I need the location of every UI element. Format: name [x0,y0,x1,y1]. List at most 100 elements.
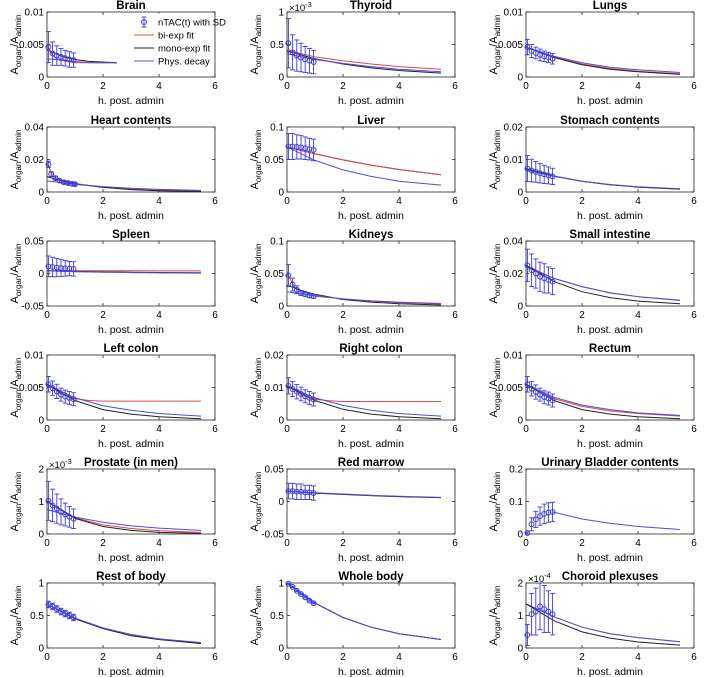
x-axis-label: h. post. admin [338,438,404,450]
subplot-prostate-in-men-: Prostate (in men) 0 2 4 6 0 1 2 ×10-3 h. post. ad… [9,457,218,564]
data-point [549,55,556,62]
x-tick-label: 6 [452,196,458,207]
y-axis-label: Aorgan/Aadmin [488,129,502,189]
data-point [45,381,52,388]
x-tick-label: 4 [156,310,162,321]
x-tick-label: 4 [396,424,402,435]
data-point [524,262,531,269]
plot-area [46,468,216,535]
x-tick-label: 6 [212,652,218,663]
y-tick-label: 2 [517,579,523,590]
x-tick-label: 4 [635,424,641,435]
data-point [70,396,77,403]
data-point [293,488,300,495]
data-point [66,56,73,63]
series-line-mono [46,383,202,420]
data-point [306,292,313,299]
data-point [285,580,292,587]
data-point [66,265,73,272]
y-axis-label: Aorgan/Aadmin [249,471,263,531]
y-tick-label: 0.02 [25,155,45,166]
subplot-whole-body: Whole body 0 2 4 6 0 0.5 1 h. post. admin Aorgan/… [249,571,458,677]
y-tick-label: 0.1 [270,237,284,248]
series-line-mono [525,603,681,646]
series-line-mono [46,176,202,192]
data-point [310,293,317,300]
subplot-title: Kidneys [349,229,394,241]
subplot-kidneys: Kidneys 0 2 4 6 0 0.05 0.1 h. post. admin Aorgan/… [249,229,458,336]
data-point [549,173,556,180]
x-tick-label: 2 [340,652,346,663]
y-tick-label: 0.005 [19,383,44,394]
subplot-left-colon: Left colon 0 2 4 6 0 0.005 0.01 h. post. admin Ao… [9,343,218,450]
data-point [310,600,317,607]
data-point [298,591,304,597]
subplot-title: Heart contents [91,115,172,127]
subplot-title: Choroid plexuses [562,571,659,583]
y-tick-label: 0.5 [270,611,284,622]
axis-exponent-label: ×10-3 [289,0,312,14]
data-point [285,488,292,495]
y-tick-label: 0.1 [270,123,284,134]
data-point [528,611,535,618]
series-line-mono [525,46,681,75]
y-tick-label: 0.005 [19,40,44,51]
x-tick-label: 2 [100,196,106,207]
y-tick-label: 0 [278,644,284,655]
y-tick-label: 0.05 [265,269,285,280]
data-point [298,391,304,397]
x-tick-label: 4 [635,652,641,663]
data-point [45,263,52,270]
legend-label: mono-exp fit [158,44,211,55]
x-tick-label: 0 [44,196,50,207]
y-axis-label: Aorgan/Aadmin [9,14,23,74]
x-tick-label: 4 [156,81,162,92]
plot-area [525,126,695,193]
x-tick-label: 4 [396,538,402,549]
legend-marker-point [141,19,147,25]
y-tick-label: 0.05 [265,155,285,166]
data-point [532,389,539,395]
x-tick-label: 4 [156,196,162,207]
x-tick-label: 6 [212,424,218,435]
x-tick-label: 6 [452,310,458,321]
data-point [53,505,60,512]
y-tick-label: 0 [278,497,284,508]
x-tick-label: 4 [156,424,162,435]
x-axis-label: h. post. admin [577,666,643,677]
data-point [45,161,52,168]
subplot-brain: Brain 0 2 4 6 0 0.005 0.01 h. post. admin Aorgan/… [9,0,226,107]
y-tick-label: 0.005 [498,40,523,51]
x-tick-label: 6 [452,81,458,92]
data-point [310,396,317,403]
data-point [70,614,77,621]
y-tick-label: 0 [278,416,284,427]
x-tick-label: 0 [523,81,529,92]
y-tick-label: 0.01 [265,383,285,394]
subplot-title: Brain [116,0,145,12]
y-tick-label: 0 [278,188,284,199]
x-tick-label: 0 [523,310,529,321]
data-point [289,49,296,56]
data-point [306,597,313,604]
y-tick-label: 0.5 [30,611,44,622]
x-axis-label: h. post. admin [98,552,164,564]
x-tick-label: 2 [579,538,585,549]
data-point [528,385,535,392]
plot-area [286,468,456,535]
data-point [298,488,304,495]
x-axis-label: h. post. admin [338,324,404,336]
subplot-title: Right colon [339,343,402,355]
data-point [293,144,300,150]
x-tick-label: 2 [579,424,585,435]
x-axis-label: h. post. admin [338,552,404,564]
series-line-phys [552,511,681,530]
plot-area [525,11,695,78]
plot-area [286,126,456,193]
y-tick-label: 0 [278,302,284,313]
series-line-phys [286,490,442,498]
plot-area [46,126,216,193]
subplot-urinary-bladder-contents: Urinary Bladder contents 0 2 4 6 0 0.1 0.2 h. po… [488,457,697,564]
